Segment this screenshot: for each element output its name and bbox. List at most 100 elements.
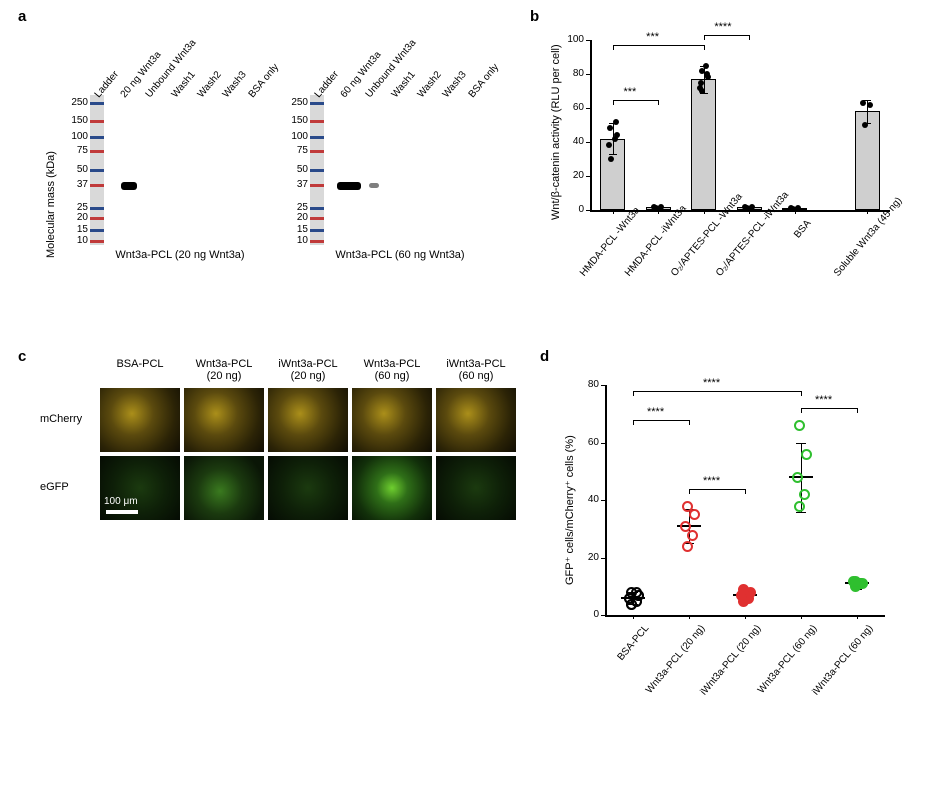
y-tick	[586, 142, 590, 143]
sig-bracket	[704, 35, 749, 36]
data-point	[850, 576, 861, 587]
sig-label: ****	[815, 394, 832, 406]
ladder-strip	[310, 95, 324, 245]
y-tick	[601, 615, 605, 616]
fluo-col-label: iWnt3a-PCL (20 ng)	[268, 358, 348, 382]
ladder-tick-label: 20	[284, 212, 308, 223]
blot-caption: Wnt3a-PCL (20 ng Wnt3a)	[90, 249, 270, 261]
data-point	[631, 587, 642, 598]
data-point	[687, 530, 698, 541]
panel-a-yaxis: Molecular mass (kDa)	[45, 151, 57, 258]
sig-bracket-leg	[704, 35, 705, 40]
fluo-image	[352, 388, 432, 452]
sig-bracket	[613, 45, 704, 46]
error-cap	[796, 443, 806, 444]
scalebar-label: 100 μm	[104, 496, 138, 507]
x-tick-label: Soluble Wnt3a (45 ng)	[832, 218, 885, 279]
fluo-col-label: iWnt3a-PCL (60 ng)	[436, 358, 516, 382]
data-point	[699, 68, 705, 74]
ladder-tick-label: 37	[284, 179, 308, 190]
ladder-band	[90, 240, 104, 243]
fluo-col-label: Wnt3a-PCL (60 ng)	[352, 358, 432, 382]
blot-caption: Wnt3a-PCL (60 ng Wnt3a)	[310, 249, 490, 261]
sig-bracket	[633, 391, 801, 392]
y-tick	[586, 108, 590, 109]
y-tick	[601, 443, 605, 444]
y-tick-label: 20	[562, 170, 584, 181]
y-tick	[601, 385, 605, 386]
x-tick	[689, 615, 690, 619]
data-point	[794, 420, 805, 431]
data-point	[651, 204, 657, 210]
panel-b: Wnt/β-catenin activity (RLU per cell) 02…	[555, 30, 915, 330]
ladder-band	[310, 136, 324, 139]
sig-label: ***	[623, 86, 636, 98]
sig-bracket-leg	[633, 391, 634, 396]
ladder-tick-label: 50	[64, 164, 88, 175]
sig-bracket-leg	[749, 35, 750, 40]
x-tick	[613, 210, 614, 214]
ladder-band	[90, 229, 104, 232]
y-tick-label: 80	[579, 379, 599, 390]
ladder-band	[310, 102, 324, 105]
y-tick-label: 0	[579, 609, 599, 620]
sig-bracket-leg	[658, 100, 659, 105]
sig-bracket-leg	[745, 489, 746, 494]
ladder-tick-label: 250	[284, 97, 308, 108]
ladder-band	[310, 229, 324, 232]
ladder-tick-label: 25	[64, 202, 88, 213]
x-tick	[801, 615, 802, 619]
fluo-image	[184, 456, 264, 520]
sig-label: ****	[703, 475, 720, 487]
sig-bracket-leg	[857, 408, 858, 413]
sig-bracket	[613, 100, 658, 101]
ladder-tick-label: 25	[284, 202, 308, 213]
y-tick	[586, 210, 590, 211]
ladder-band	[90, 184, 104, 187]
panel-c-label: c	[18, 348, 26, 365]
y-tick-label: 60	[562, 102, 584, 113]
data-point	[867, 102, 873, 108]
western-blot	[90, 95, 270, 245]
data-point	[614, 132, 620, 138]
y-axis	[605, 385, 607, 615]
ladder-band	[90, 136, 104, 139]
data-point	[689, 509, 700, 520]
sig-bracket-leg	[801, 391, 802, 396]
x-tick	[867, 210, 868, 214]
ladder-band	[90, 217, 104, 220]
ladder-tick-label: 75	[284, 145, 308, 156]
ladder-tick-label: 100	[64, 131, 88, 142]
panel-a: Molecular mass (kDa) 2501501007550372520…	[35, 20, 505, 320]
fluo-col-label: Wnt3a-PCL (20 ng)	[184, 358, 264, 382]
data-point	[788, 205, 794, 211]
figure-container: a Molecular mass (kDa) 25015010075503725…	[0, 0, 940, 788]
y-tick-label: 0	[562, 204, 584, 215]
panel-c: BSA-PCLWnt3a-PCL (20 ng)iWnt3a-PCL (20 n…	[40, 358, 520, 568]
data-point	[860, 100, 866, 106]
data-point	[626, 599, 637, 610]
data-point	[608, 156, 614, 162]
ladder-tick-label: 100	[284, 131, 308, 142]
x-tick	[857, 615, 858, 619]
bar	[691, 79, 716, 210]
ladder-tick-label: 75	[64, 145, 88, 156]
data-point	[698, 80, 704, 86]
fluo-image	[268, 388, 348, 452]
sig-bracket	[689, 489, 745, 490]
fluo-image	[100, 388, 180, 452]
data-point	[682, 541, 693, 552]
data-point	[799, 489, 810, 500]
fluo-image	[352, 456, 432, 520]
x-tick-label: HMDA-PCL -iWnt3a	[623, 218, 676, 279]
panel-b-yaxis: Wnt/β-catenin activity (RLU per cell)	[550, 44, 562, 220]
ladder-band	[310, 207, 324, 210]
y-tick-label: 80	[562, 68, 584, 79]
data-point	[680, 521, 691, 532]
sig-bracket-leg	[689, 420, 690, 425]
ladder-band	[310, 169, 324, 172]
sig-bracket-leg	[801, 408, 802, 413]
ladder-tick-label: 150	[64, 115, 88, 126]
sig-bracket-leg	[689, 489, 690, 494]
x-tick-label: O₂/APTES-PCL -iWnt3a	[714, 218, 767, 279]
